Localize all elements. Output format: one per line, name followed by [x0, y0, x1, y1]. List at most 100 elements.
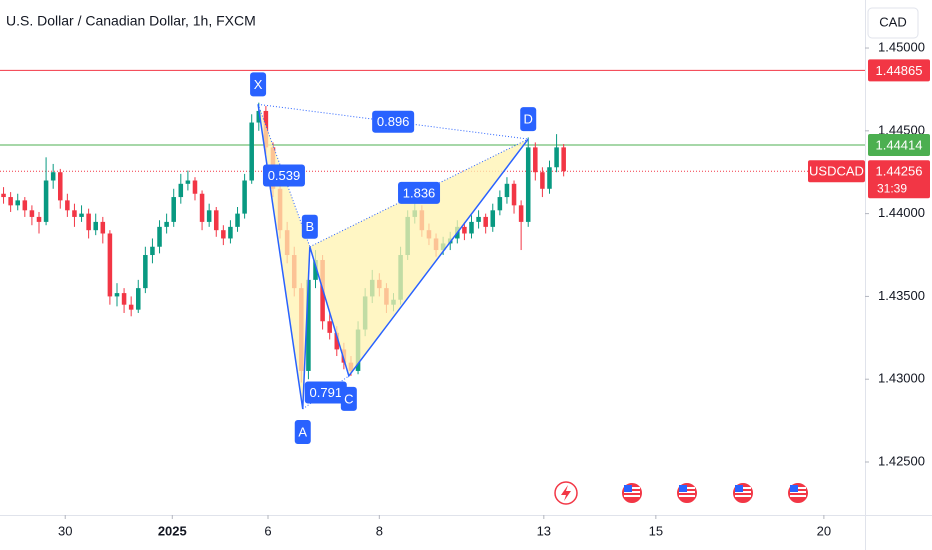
candle-body — [164, 221, 169, 227]
candle-body — [157, 226, 162, 247]
candle-body — [171, 197, 176, 222]
flag-icon[interactable] — [786, 481, 810, 505]
candle-body — [533, 147, 538, 173]
candle-body — [313, 259, 318, 280]
candle-body — [235, 213, 240, 227]
candle-body — [8, 197, 13, 206]
candle-body — [15, 200, 20, 206]
candle-body — [143, 255, 148, 289]
y-tick-label: 1.43500 — [878, 288, 925, 303]
point-label: C — [344, 391, 353, 406]
level-price-box — [868, 134, 930, 157]
candle-body — [199, 193, 205, 222]
x-tick-label: 20 — [817, 523, 831, 538]
ratio-line — [302, 375, 350, 410]
x-tick-label: 13 — [537, 523, 551, 538]
x-tick-label: 8 — [376, 523, 383, 538]
candle-body — [128, 304, 134, 310]
currency-label[interactable]: CAD — [879, 14, 906, 29]
candle-body — [57, 172, 63, 201]
candle-body — [504, 183, 510, 198]
ratio-box — [398, 181, 441, 204]
level-price-label: 1.44414 — [876, 137, 923, 152]
candle-body — [22, 200, 28, 211]
candle-body — [497, 197, 503, 211]
ratio-label: 1.836 — [403, 185, 436, 200]
point-box — [301, 214, 318, 239]
candle-body — [483, 216, 488, 227]
candle-body — [86, 213, 91, 231]
candle-body — [490, 210, 496, 227]
candle-body — [540, 172, 545, 189]
point-box — [520, 107, 537, 132]
candle-body — [121, 293, 127, 305]
flag-icons — [620, 481, 810, 505]
candle-body — [476, 216, 481, 222]
level-price-label: 1.44865 — [876, 63, 923, 78]
x-tick-label: 15 — [649, 523, 663, 538]
ratio-label: 0.791 — [310, 385, 343, 400]
candle-body — [150, 246, 155, 256]
candle-body — [306, 279, 311, 371]
candle-body — [547, 167, 552, 189]
y-tick-label: 1.42500 — [878, 453, 925, 468]
candle-body — [462, 226, 467, 234]
ratio-label: 0.896 — [377, 114, 410, 129]
flag-icon[interactable] — [675, 481, 699, 505]
y-tick-label: 1.43000 — [878, 371, 925, 386]
pattern-fill — [309, 139, 529, 376]
level-price-box — [868, 59, 930, 82]
flag-icon[interactable] — [620, 481, 644, 505]
candle-body — [554, 147, 559, 168]
y-tick-label: 1.44500 — [878, 122, 925, 137]
ratio-line — [258, 103, 529, 140]
chart-title: U.S. Dollar / Canadian Dollar, 1h, FXCM — [6, 13, 256, 29]
candle-body — [43, 180, 49, 222]
candle-body — [185, 180, 191, 184]
candle-body — [256, 110, 262, 123]
candle-body — [100, 221, 106, 234]
candle-body — [206, 210, 212, 222]
candle-body — [135, 288, 141, 310]
candle-body — [107, 233, 113, 297]
candle-body — [561, 147, 566, 172]
lightning — [561, 485, 571, 501]
candle-body — [36, 216, 42, 222]
currency-box[interactable] — [867, 7, 919, 39]
last-price-label: 1.44256 — [876, 164, 923, 179]
candle-body — [228, 226, 233, 239]
candle-body — [93, 221, 98, 231]
point-label: A — [298, 424, 307, 439]
candle-body — [29, 210, 35, 217]
point-label: D — [524, 112, 533, 127]
point-box — [250, 72, 267, 97]
candle-body — [511, 183, 517, 206]
point-box — [340, 386, 357, 411]
candle-body — [114, 293, 120, 297]
event-icons — [554, 481, 810, 505]
candle-body — [79, 213, 84, 217]
candle-body — [192, 180, 198, 194]
candle-body — [213, 210, 219, 231]
candle-body — [242, 180, 247, 214]
flag-icon[interactable] — [731, 481, 755, 505]
candle-body — [334, 332, 340, 350]
x-tick-label: 30 — [58, 523, 72, 538]
candle-body — [518, 205, 524, 222]
candle-body — [1, 193, 6, 198]
countdown-label: 31:39 — [877, 181, 907, 195]
point-label: B — [306, 219, 315, 234]
last-price-box — [868, 160, 930, 199]
y-tick-label: 1.44000 — [878, 205, 925, 220]
candle-body — [178, 183, 184, 198]
candle-body — [327, 321, 332, 333]
candle-body — [469, 221, 474, 234]
candle-body — [221, 230, 226, 239]
point-label: X — [254, 77, 263, 92]
x-tick-label: 2025 — [158, 523, 187, 538]
ratio-box — [262, 164, 305, 187]
candle-body — [72, 210, 77, 217]
symbol-box — [808, 160, 865, 183]
